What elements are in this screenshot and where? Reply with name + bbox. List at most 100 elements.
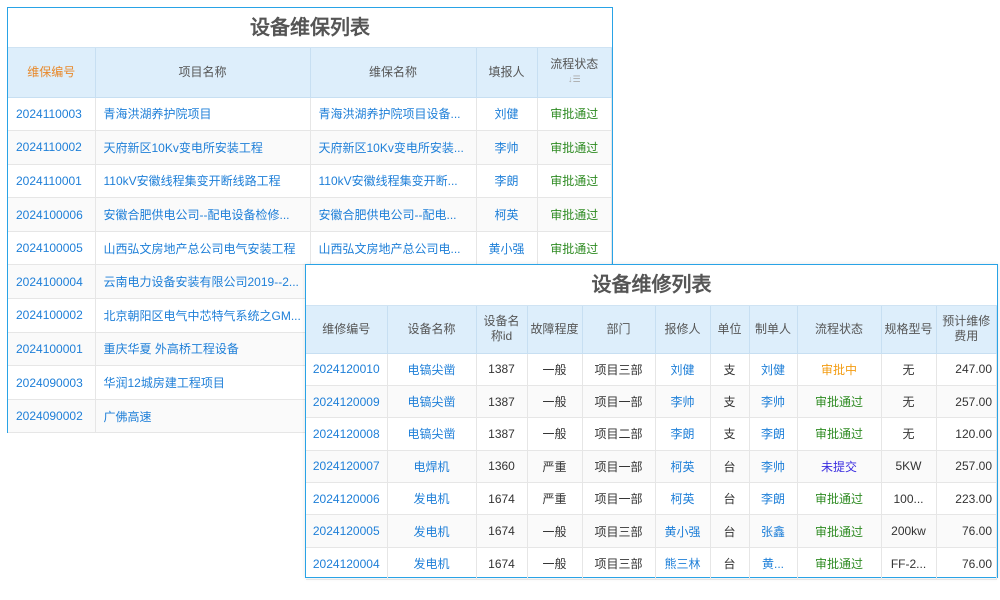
column-header-device-id[interactable]: 设备名称id — [476, 306, 528, 354]
cell-project[interactable]: 天府新区10Kv变电所安装工程 — [95, 130, 311, 165]
column-header-unit[interactable]: 单位 — [710, 306, 750, 354]
cell-reporter[interactable]: 李朗 — [476, 164, 538, 199]
cell-id[interactable]: 2024100002 — [8, 298, 96, 333]
cell-reporter[interactable]: 柯英 — [476, 197, 538, 232]
cell-device-name[interactable]: 发电机 — [387, 482, 477, 516]
cell-reporter[interactable]: 李帅 — [655, 385, 711, 419]
cell-estimated-cost: 247.00 — [936, 353, 997, 386]
column-header-status[interactable]: 流程状态 — [797, 306, 882, 354]
cell-reporter[interactable]: 柯英 — [655, 482, 711, 516]
cell-project[interactable]: 重庆华夏 外高桥工程设备 — [95, 332, 311, 367]
cell-creator[interactable]: 李帅 — [749, 385, 798, 419]
column-header-spec[interactable]: 规格型号 — [881, 306, 937, 354]
column-header-status[interactable]: 流程状态 ↓☰ — [537, 48, 612, 98]
cell-id[interactable]: 2024090002 — [8, 399, 96, 434]
column-header-reporter[interactable]: 报修人 — [655, 306, 711, 354]
cell-project[interactable]: 广佛高速 — [95, 399, 311, 434]
maintenance-row[interactable]: 2024110002 天府新区10Kv变电所安装工程 天府新区10Kv变电所安装..… — [8, 130, 612, 165]
cell-id[interactable]: 2024100004 — [8, 264, 96, 300]
cell-project[interactable]: 110kV安徽线程集变开断线路工程 — [95, 164, 311, 199]
cell-project[interactable]: 安徽合肥供电公司--配电设备检修... — [95, 197, 311, 232]
cell-device-name[interactable]: 电镐尖凿 — [387, 385, 477, 419]
cell-reporter[interactable]: 李朗 — [655, 417, 711, 451]
cell-reporter[interactable]: 李帅 — [476, 130, 538, 165]
column-header-creator[interactable]: 制单人 — [749, 306, 798, 354]
cell-severity: 一般 — [527, 385, 583, 419]
repair-row[interactable]: 2024120006 发电机 1674 严重 项目一部 柯英台李朗 审批通过 100... 22… — [306, 482, 997, 516]
cell-project[interactable]: 云南电力设备安装有限公司2019--2... — [95, 264, 311, 300]
column-header-department[interactable]: 部门 — [582, 306, 656, 354]
sort-descending-icon[interactable]: ↓☰ — [567, 74, 581, 85]
column-header-project-name[interactable]: 项目名称 — [95, 48, 311, 98]
column-header-maintenance-name[interactable]: 维保名称 — [310, 48, 477, 98]
column-header-estimated-cost[interactable]: 预计维修费用 — [936, 306, 997, 354]
cell-unit: 台 — [710, 547, 750, 581]
repair-row[interactable]: 2024120004 发电机 1674 一般 项目三部 熊三林台黄... 审批通过 FF-2.… — [306, 547, 997, 581]
cell-id[interactable]: 2024100005 — [8, 231, 96, 266]
cell-id[interactable]: 2024110002 — [8, 130, 96, 165]
cell-id[interactable]: 2024110001 — [8, 164, 96, 199]
cell-device-id: 1360 — [476, 450, 528, 484]
cell-device-name[interactable]: 电镐尖凿 — [387, 353, 477, 386]
cell-device-name[interactable]: 电镐尖凿 — [387, 417, 477, 451]
cell-reporter[interactable]: 刘健 — [655, 353, 711, 386]
repair-row[interactable]: 2024120008 电镐尖凿 1387 一般 项目二部 李朗支李朗 审批通过无 120.00 — [306, 417, 997, 451]
cell-name[interactable]: 青海洪湖养护院项目设备... — [310, 97, 477, 132]
maintenance-row[interactable]: 2024100006 安徽合肥供电公司--配电设备检修... 安徽合肥供电公司--配… — [8, 197, 612, 232]
cell-reporter[interactable]: 黄小强 — [655, 514, 711, 548]
cell-repair-id[interactable]: 2024120005 — [306, 514, 388, 548]
cell-device-id: 1674 — [476, 547, 528, 581]
column-header-repair-id[interactable]: 维修编号 — [306, 306, 388, 354]
cell-repair-id[interactable]: 2024120008 — [306, 417, 388, 451]
cell-reporter[interactable]: 黄小强 — [476, 231, 538, 266]
cell-status: 审批中 — [797, 353, 882, 386]
cell-id[interactable]: 2024100001 — [8, 332, 96, 367]
cell-name[interactable]: 安徽合肥供电公司--配电... — [310, 197, 477, 232]
repair-row[interactable]: 2024120007 电焊机 1360 严重 项目一部 柯英台李帅 未提交 5KW 257.00 — [306, 450, 997, 484]
column-header-device-name[interactable]: 设备名称 — [387, 306, 477, 354]
cell-project[interactable]: 华润12城房建工程项目 — [95, 365, 311, 400]
cell-device-id: 1387 — [476, 385, 528, 419]
cell-project[interactable]: 青海洪湖养护院项目 — [95, 97, 311, 132]
cell-name[interactable]: 110kV安徽线程集变开断... — [310, 164, 477, 199]
cell-status: 审批通过 — [797, 514, 882, 548]
column-header-maintenance-id[interactable]: 维保编号 — [8, 48, 96, 98]
cell-device-name[interactable]: 发电机 — [387, 514, 477, 548]
cell-creator[interactable]: 刘健 — [749, 353, 798, 386]
cell-reporter[interactable]: 熊三林 — [655, 547, 711, 581]
cell-device-name[interactable]: 电焊机 — [387, 450, 477, 484]
cell-repair-id[interactable]: 2024120009 — [306, 385, 388, 419]
maintenance-row[interactable]: 2024100005 山西弘文房地产总公司电气安装工程 山西弘文房地产总公司电...… — [8, 231, 612, 266]
repair-table: 维修编号 设备名称 设备名称id 故障程度 部门 报修人 单位 制单人 流程状态 规格型号 预计维修… — [306, 306, 997, 581]
maintenance-row[interactable]: 2024110003 青海洪湖养护院项目 青海洪湖养护院项目设备... 刘健 审批通过 — [8, 97, 612, 132]
cell-department: 项目一部 — [582, 385, 656, 419]
cell-creator[interactable]: 李帅 — [749, 450, 798, 484]
cell-id[interactable]: 2024110003 — [8, 97, 96, 132]
cell-id[interactable]: 2024100006 — [8, 197, 96, 232]
cell-reporter[interactable]: 刘健 — [476, 97, 538, 132]
cell-repair-id[interactable]: 2024120010 — [306, 353, 388, 386]
repair-row[interactable]: 2024120005 发电机 1674 一般 项目三部 黄小强台张鑫 审批通过 200kw 76… — [306, 514, 997, 548]
column-header-reporter[interactable]: 填报人 — [476, 48, 538, 98]
maintenance-row[interactable]: 2024110001 110kV安徽线程集变开断线路工程 110kV安徽线程集变开断… — [8, 164, 612, 199]
cell-repair-id[interactable]: 2024120006 — [306, 482, 388, 516]
cell-id[interactable]: 2024090003 — [8, 365, 96, 400]
cell-unit: 支 — [710, 417, 750, 451]
cell-project[interactable]: 山西弘文房地产总公司电气安装工程 — [95, 231, 311, 266]
repair-row[interactable]: 2024120010 电镐尖凿 1387 一般 项目三部 刘健支刘健 审批中无 247.00 — [306, 353, 997, 386]
cell-repair-id[interactable]: 2024120007 — [306, 450, 388, 484]
cell-creator[interactable]: 张鑫 — [749, 514, 798, 548]
cell-name[interactable]: 山西弘文房地产总公司电... — [310, 231, 477, 266]
cell-creator[interactable]: 李朗 — [749, 482, 798, 516]
repair-row[interactable]: 2024120009 电镐尖凿 1387 一般 项目一部 李帅支李帅 审批通过无 257.00 — [306, 385, 997, 419]
cell-repair-id[interactable]: 2024120004 — [306, 547, 388, 581]
cell-department: 项目一部 — [582, 450, 656, 484]
cell-reporter[interactable]: 柯英 — [655, 450, 711, 484]
cell-name[interactable]: 天府新区10Kv变电所安装... — [310, 130, 477, 165]
column-header-severity[interactable]: 故障程度 — [527, 306, 583, 354]
cell-spec: 100... — [881, 482, 937, 516]
cell-device-name[interactable]: 发电机 — [387, 547, 477, 581]
cell-creator[interactable]: 黄... — [749, 547, 798, 581]
cell-project[interactable]: 北京朝阳区电气中芯特气系统之GM... — [95, 298, 311, 333]
cell-creator[interactable]: 李朗 — [749, 417, 798, 451]
